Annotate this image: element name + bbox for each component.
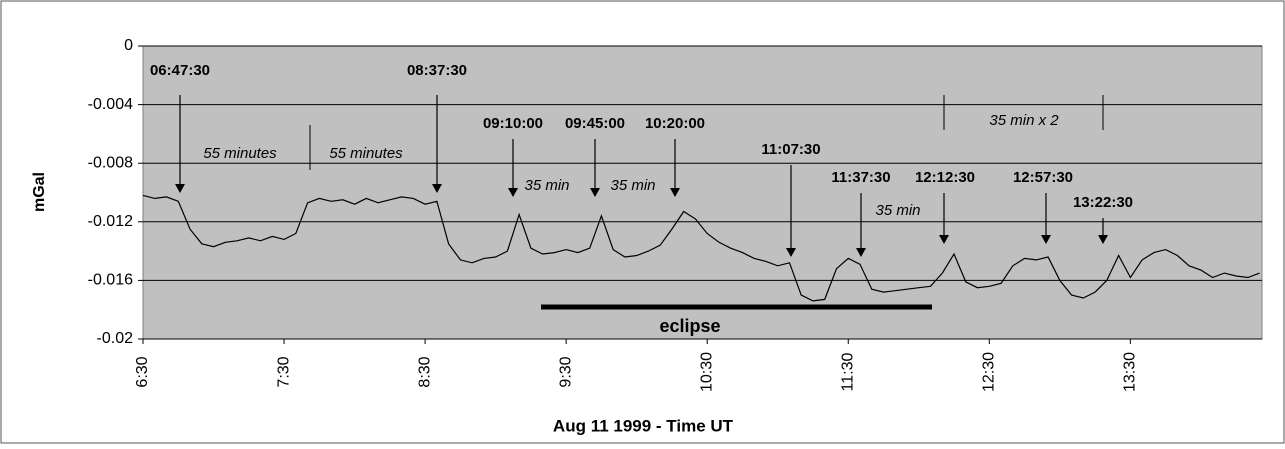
note: 35 min x 2 — [989, 112, 1059, 129]
x-tick-label: 12:30 — [981, 352, 998, 392]
note: 55 minutes — [203, 145, 277, 162]
note: 35 min — [610, 177, 655, 194]
annotation: 10:20:00 — [645, 115, 705, 132]
note: 35 min — [524, 177, 569, 194]
annotation: 09:45:00 — [565, 115, 625, 132]
data-line — [142, 194, 1260, 302]
annotation: 06:47:30 — [150, 62, 210, 79]
y-tick-label: -0.004 — [88, 96, 133, 113]
y-tick-label: -0.02 — [97, 330, 134, 347]
y-tick-label: -0.012 — [88, 213, 133, 230]
annotation: 08:37:30 — [407, 62, 467, 79]
y-tick-label: -0.016 — [88, 272, 133, 289]
x-tick-label: 10:30 — [698, 352, 715, 392]
annotations: 06:47:30 08:37:30 09:10:00 09:45:00 10:2… — [150, 62, 1133, 336]
y-tick-label: -0.008 — [88, 154, 133, 171]
annotation: 11:37:30 — [831, 169, 890, 186]
plot-area — [142, 45, 1263, 340]
annotation: 12:57:30 — [1013, 169, 1073, 186]
annotation: 09:10:00 — [483, 115, 543, 132]
eclipse-label: eclipse — [659, 316, 720, 336]
x-tick-label: 7:30 — [275, 356, 292, 387]
annotation: 12:12:30 — [915, 169, 975, 186]
annotation: 11:07:30 — [761, 141, 820, 158]
x-axis-label: Aug 11 1999 - Time UT — [553, 416, 734, 435]
annotation: 13:22:30 — [1073, 194, 1133, 211]
y-tick-label: 0 — [124, 37, 133, 54]
x-tick-label: 9:30 — [557, 356, 574, 387]
x-tick-label: 11:30 — [839, 352, 856, 391]
note: 55 minutes — [329, 145, 403, 162]
x-tick-label: 8:30 — [416, 356, 433, 387]
note: 35 min — [875, 202, 920, 219]
y-axis-label: mGal — [31, 172, 48, 212]
x-tick-label: 13:30 — [1122, 352, 1139, 392]
x-tick-label: 6:30 — [134, 356, 151, 387]
